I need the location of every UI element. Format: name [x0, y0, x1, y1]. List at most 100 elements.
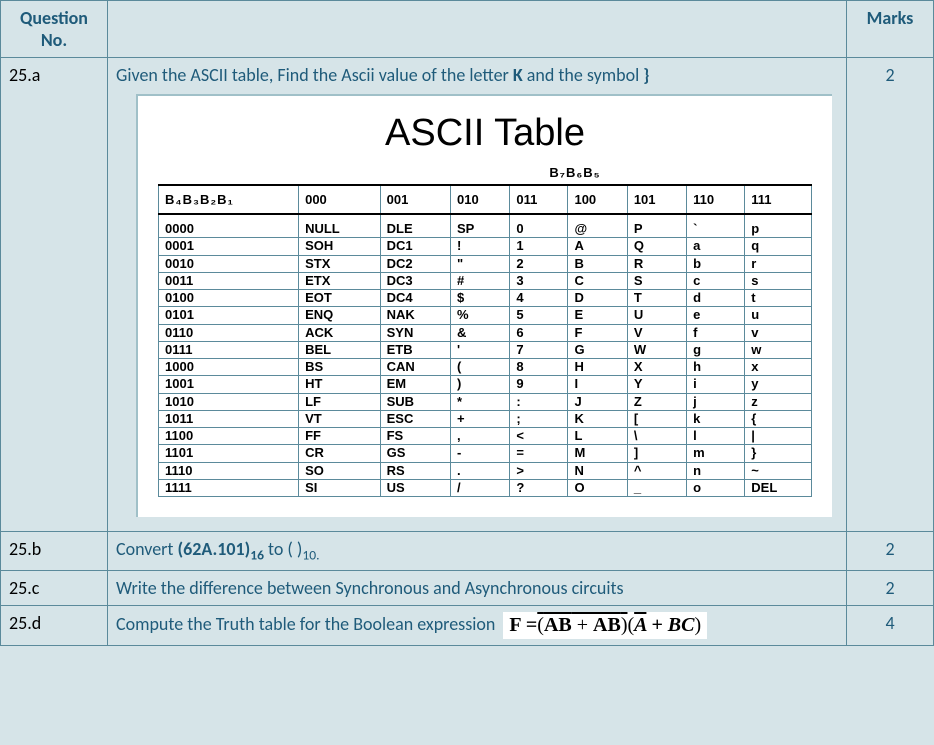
ascii-cell: ETX	[299, 272, 381, 289]
ascii-cell: |	[745, 428, 812, 445]
boolean-formula: F =(AB + AB)(A + BC)	[503, 612, 707, 639]
ascii-cell: 5	[510, 307, 568, 324]
q25b-sub1: 16	[250, 547, 264, 564]
ascii-cell: 9	[510, 376, 568, 393]
ascii-cell: j	[687, 393, 745, 410]
row-25b: 25.b Convert (62A.101)16 to ( )10. 2	[1, 532, 934, 571]
ascii-row-bits: 0000	[159, 214, 299, 238]
ascii-cell: 0	[510, 214, 568, 238]
question-25c-cell: Write the difference between Synchronous…	[108, 570, 847, 605]
ascii-cell: U	[627, 307, 686, 324]
q25a-bold1: K	[513, 64, 523, 86]
ascii-cell: BEL	[299, 341, 381, 358]
ascii-cell: #	[451, 272, 510, 289]
ascii-cell: M	[568, 445, 627, 462]
ascii-row-bits: 1110	[159, 462, 299, 479]
formula-abar1: A	[593, 614, 607, 636]
ascii-cell: e	[687, 307, 745, 324]
ascii-figure: ASCII Table B₇B₆B₅ B₄B₃B₂B₁0000010100111…	[136, 94, 832, 517]
questions-table: Question No. Marks 25.a Given the ASCII …	[0, 0, 934, 646]
ascii-grid: B₄B₃B₂B₁0000010100111001011101110000NULL…	[158, 184, 812, 497]
ascii-cell: [	[627, 410, 686, 427]
ascii-cell: US	[380, 479, 450, 496]
ascii-cell: -	[451, 445, 510, 462]
ascii-cell: a	[687, 238, 745, 255]
ascii-cell: x	[745, 359, 812, 376]
ascii-cell: SI	[299, 479, 381, 496]
ascii-cell: ENQ	[299, 307, 381, 324]
ascii-cell: `	[687, 214, 745, 238]
ascii-title: ASCII Table	[158, 112, 812, 155]
ascii-cell: N	[568, 462, 627, 479]
ascii-row: 0011ETXDC3#3CScs	[159, 272, 812, 289]
marks-25d: 4	[847, 605, 934, 645]
ascii-col-header: 010	[451, 185, 510, 214]
ascii-cell: m	[687, 445, 745, 462]
ascii-inner: B₇B₆B₅ B₄B₃B₂B₁0000010100111001011101110…	[158, 165, 812, 497]
ascii-cell: 1	[510, 238, 568, 255]
ascii-cell: =	[510, 445, 568, 462]
ascii-cell: I	[568, 376, 627, 393]
ascii-row-bits: 0100	[159, 290, 299, 307]
ascii-cell: E	[568, 307, 627, 324]
q25b-pre: Convert	[116, 538, 178, 560]
ascii-col-header: 100	[568, 185, 627, 214]
ascii-cell: +	[451, 410, 510, 427]
ascii-cell: &	[451, 324, 510, 341]
ascii-left-bits-label: B₄B₃B₂B₁	[159, 185, 299, 214]
formula-abar1-letter: A	[593, 614, 607, 636]
ascii-cell: b	[687, 255, 745, 272]
ascii-cell: S	[627, 272, 686, 289]
ascii-cell: B	[568, 255, 627, 272]
formula-abar2-letter: A	[634, 614, 646, 636]
ascii-cell: _	[627, 479, 686, 496]
ascii-row-bits: 0010	[159, 255, 299, 272]
ascii-cell: L	[568, 428, 627, 445]
ascii-cell: DLE	[380, 214, 450, 238]
ascii-row: 1011VTESC+;K[k{	[159, 410, 812, 427]
ascii-cell: k	[687, 410, 745, 427]
ascii-cell: DC1	[380, 238, 450, 255]
ascii-cell: u	[745, 307, 812, 324]
q25a-mid: and the symbol	[523, 64, 644, 86]
formula-ab: AB	[544, 614, 572, 636]
q25b-sub2: 10.	[302, 547, 319, 564]
ascii-cell: D	[568, 290, 627, 307]
ascii-cell: EOT	[299, 290, 381, 307]
ascii-cell: V	[627, 324, 686, 341]
ascii-cell: ^	[627, 462, 686, 479]
ascii-cell: ACK	[299, 324, 381, 341]
ascii-row-bits: 1101	[159, 445, 299, 462]
ascii-cell: O	[568, 479, 627, 496]
ascii-cell: w	[745, 341, 812, 358]
ascii-cell: W	[627, 341, 686, 358]
ascii-cell: NULL	[299, 214, 381, 238]
q25a-bold2: }	[643, 64, 649, 86]
question-25b-cell: Convert (62A.101)16 to ( )10.	[108, 532, 847, 571]
question-25d-cell: Compute the Truth table for the Boolean …	[108, 605, 847, 645]
ascii-cell: \	[627, 428, 686, 445]
ascii-cell: n	[687, 462, 745, 479]
ascii-cell: SOH	[299, 238, 381, 255]
formula-group1-over: (AB + AB)	[537, 614, 627, 636]
ascii-row-bits: 1000	[159, 359, 299, 376]
ascii-cell: DEL	[745, 479, 812, 496]
ascii-cell: *	[451, 393, 510, 410]
marks-25b: 2	[847, 532, 934, 571]
ascii-col-header: 110	[687, 185, 745, 214]
ascii-row: 0000NULLDLESP0@P`p	[159, 214, 812, 238]
ascii-cell: q	[745, 238, 812, 255]
ascii-col-header: 111	[745, 185, 812, 214]
ascii-cell: G	[568, 341, 627, 358]
ascii-top-bits-label: B₇B₆B₅	[158, 165, 812, 180]
ascii-row-bits: 0011	[159, 272, 299, 289]
ascii-row: 1110SORS.>N^n~	[159, 462, 812, 479]
ascii-cell: A	[568, 238, 627, 255]
ascii-col-header: 101	[627, 185, 686, 214]
ascii-cell: %	[451, 307, 510, 324]
ascii-cell: 4	[510, 290, 568, 307]
ascii-row: 0101ENQNAK%5EUeu	[159, 307, 812, 324]
ascii-cell: '	[451, 341, 510, 358]
ascii-cell: J	[568, 393, 627, 410]
ascii-row: 0001SOHDC1!1AQaq	[159, 238, 812, 255]
